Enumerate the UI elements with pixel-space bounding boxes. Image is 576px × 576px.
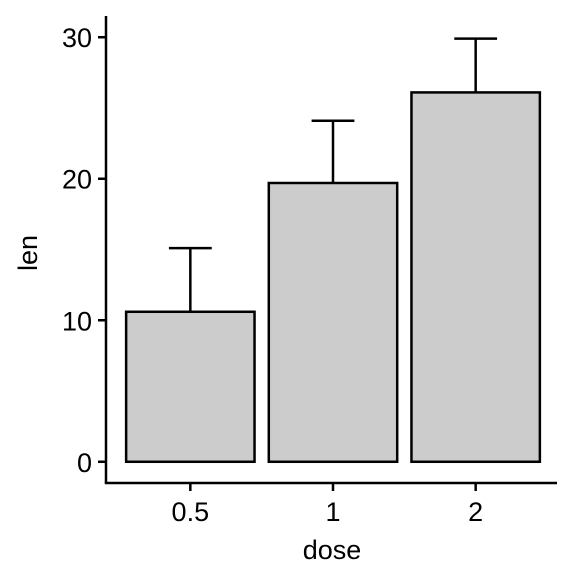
errorbars-layer — [168, 37, 498, 312]
x-tick-label: 2 — [468, 497, 483, 527]
plot-area — [124, 37, 542, 464]
bar-2 — [410, 91, 542, 464]
bar-1 — [267, 181, 399, 464]
y-tick-label: 0 — [77, 448, 92, 478]
error-bar-0.5 — [168, 246, 212, 312]
x-tick-label: 0.5 — [172, 497, 210, 527]
y-tick-label: 20 — [62, 165, 92, 195]
x-axis-title: dose — [303, 535, 362, 565]
bar-0.5 — [124, 310, 256, 464]
error-bar-1 — [311, 119, 355, 183]
error-bar-2 — [454, 37, 498, 93]
y-axis-ticks: 0 10 20 30 — [62, 23, 106, 478]
y-tick-label: 30 — [62, 23, 92, 53]
y-tick-label: 10 — [62, 306, 92, 336]
y-axis-title: len — [13, 235, 43, 271]
x-axis-ticks: 0.5 1 2 — [172, 483, 483, 527]
x-tick-label: 1 — [325, 497, 340, 527]
